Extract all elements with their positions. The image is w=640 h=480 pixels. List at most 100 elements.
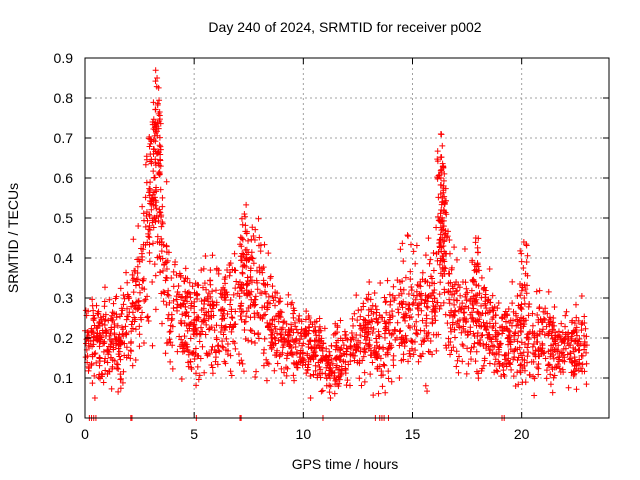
data-point xyxy=(293,326,300,333)
data-point xyxy=(188,302,195,309)
data-point xyxy=(512,346,519,353)
data-point xyxy=(531,392,538,399)
data-point xyxy=(108,385,115,392)
data-point xyxy=(198,318,205,325)
x-tick-label: 20 xyxy=(514,426,530,442)
data-point xyxy=(575,317,582,324)
data-point xyxy=(439,222,446,229)
data-point xyxy=(514,293,521,300)
data-point xyxy=(107,354,114,361)
data-point xyxy=(472,358,479,365)
data-point xyxy=(269,283,276,290)
data-point xyxy=(167,339,174,346)
data-point xyxy=(454,287,461,294)
data-point xyxy=(88,362,95,369)
data-point xyxy=(563,331,570,338)
data-point xyxy=(395,309,402,316)
data-point xyxy=(404,232,411,239)
data-point xyxy=(382,320,389,327)
data-point xyxy=(191,355,198,362)
data-point xyxy=(435,194,442,201)
data-point xyxy=(165,292,172,299)
data-point xyxy=(219,305,226,312)
data-point xyxy=(433,331,440,338)
data-point xyxy=(289,351,296,358)
data-point xyxy=(425,348,432,355)
data-point xyxy=(179,293,186,300)
data-point xyxy=(338,352,345,359)
data-point xyxy=(461,245,468,252)
data-point xyxy=(174,301,181,308)
data-point xyxy=(429,298,436,305)
data-point xyxy=(484,331,491,338)
data-point xyxy=(451,290,458,297)
data-point xyxy=(361,317,368,324)
data-point xyxy=(568,358,575,365)
data-point xyxy=(417,327,424,334)
data-point xyxy=(457,306,464,313)
data-point xyxy=(414,304,421,311)
data-point xyxy=(95,374,102,381)
data-point xyxy=(158,212,165,219)
data-point xyxy=(439,252,446,259)
data-point xyxy=(551,304,558,311)
data-point xyxy=(284,339,291,346)
data-point xyxy=(146,234,153,241)
data-point xyxy=(240,368,247,375)
data-point xyxy=(255,215,262,222)
data-point xyxy=(396,374,403,381)
data-point xyxy=(495,358,502,365)
data-point xyxy=(264,281,271,288)
data-point xyxy=(388,331,395,338)
data-point xyxy=(429,315,436,322)
data-point xyxy=(381,334,388,341)
data-point xyxy=(323,353,330,360)
data-point xyxy=(142,194,149,201)
data-point xyxy=(191,298,198,305)
data-point xyxy=(219,343,226,350)
data-point xyxy=(299,349,306,356)
data-point xyxy=(163,249,170,256)
data-point xyxy=(523,242,530,249)
data-point xyxy=(138,316,145,323)
data-point xyxy=(442,265,449,272)
data-point xyxy=(517,292,524,299)
data-point xyxy=(238,215,245,222)
data-point xyxy=(136,304,143,311)
data-point xyxy=(290,305,297,312)
data-point xyxy=(414,281,421,288)
data-point xyxy=(583,349,590,356)
data-point xyxy=(233,278,240,285)
data-point xyxy=(446,300,453,307)
data-point xyxy=(427,338,434,345)
data-point xyxy=(129,271,136,278)
data-point xyxy=(237,234,244,241)
data-point xyxy=(495,300,502,307)
data-point xyxy=(462,328,469,335)
data-point xyxy=(490,307,497,314)
data-point xyxy=(251,314,258,321)
data-point xyxy=(104,348,111,355)
data-point xyxy=(382,389,389,396)
data-point xyxy=(541,349,548,356)
data-point xyxy=(141,286,148,293)
data-point xyxy=(569,360,576,367)
data-point xyxy=(576,359,583,366)
data-point xyxy=(170,305,177,312)
data-point xyxy=(200,265,207,272)
data-point xyxy=(546,321,553,328)
data-point xyxy=(519,282,526,289)
data-point xyxy=(164,291,171,298)
data-point xyxy=(442,311,449,318)
data-point xyxy=(154,148,161,155)
data-point xyxy=(571,320,578,327)
data-point xyxy=(272,302,279,309)
data-point xyxy=(162,350,169,357)
data-point xyxy=(192,280,199,287)
data-point xyxy=(237,303,244,310)
data-point xyxy=(304,364,311,371)
data-point xyxy=(277,331,284,338)
data-point xyxy=(196,331,203,338)
data-point xyxy=(194,363,201,370)
data-point xyxy=(425,235,432,242)
